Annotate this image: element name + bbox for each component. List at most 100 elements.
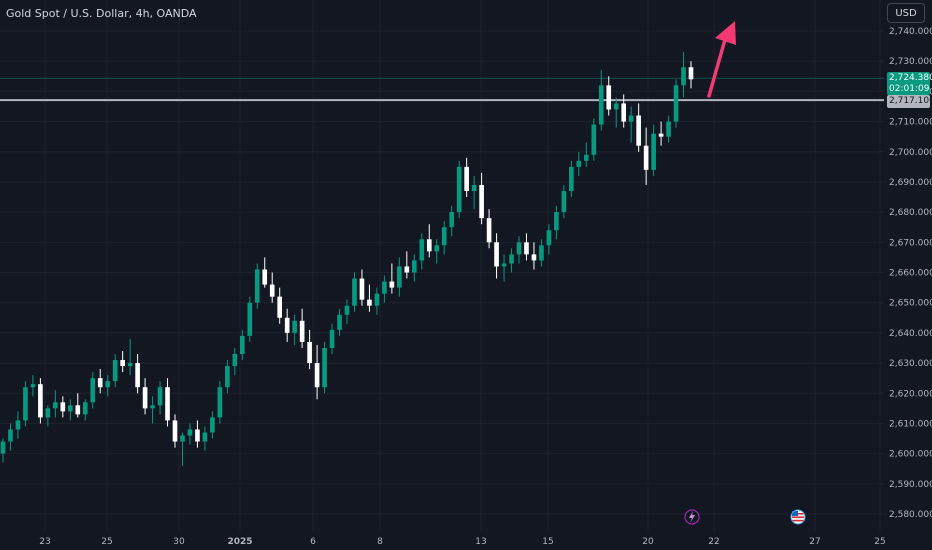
candle-body bbox=[382, 281, 387, 294]
current-price-tag: 2,724.380 02:01:09 bbox=[887, 72, 932, 95]
candle-body bbox=[97, 378, 103, 388]
candle-body bbox=[411, 260, 417, 273]
candle-body bbox=[217, 387, 223, 418]
x-tick-label: 15 bbox=[542, 537, 553, 547]
candle-body bbox=[142, 387, 148, 409]
y-tick-label: 2,590.000 bbox=[889, 480, 932, 490]
x-tick-label: 23 bbox=[39, 537, 50, 547]
candle-body bbox=[277, 296, 283, 318]
candle-body bbox=[426, 239, 432, 252]
chart-title: Gold Spot / U.S. Dollar, 4h, OANDA bbox=[6, 7, 197, 20]
x-axis[interactable]: 23 25 30 2025 6 8 13 15 20 22 27 25 bbox=[39, 537, 885, 547]
candle-body bbox=[0, 441, 6, 454]
y-tick-label: 2,680.000 bbox=[889, 208, 932, 218]
candle-body bbox=[165, 387, 170, 421]
candle-body bbox=[359, 278, 365, 300]
candle-body bbox=[239, 335, 245, 355]
x-tick-label: 25 bbox=[874, 537, 885, 547]
candle-body bbox=[509, 254, 514, 264]
y-tick-label: 2,700.000 bbox=[889, 148, 932, 158]
candle-body bbox=[501, 263, 507, 267]
candle-body bbox=[127, 363, 133, 367]
x-tick-label: 22 bbox=[708, 537, 719, 547]
candle-body bbox=[673, 85, 679, 122]
candle-body bbox=[613, 103, 619, 110]
candle-body bbox=[352, 278, 357, 306]
candle-body bbox=[232, 354, 238, 367]
candle-body bbox=[45, 408, 51, 418]
candle-body bbox=[8, 429, 13, 442]
candle-body bbox=[337, 314, 342, 330]
candle-body bbox=[195, 429, 200, 442]
candle-body bbox=[389, 281, 395, 288]
y-tick-label: 2,670.000 bbox=[889, 238, 932, 248]
candle-body bbox=[314, 363, 320, 388]
current-price-value: 2,724.380 bbox=[889, 73, 932, 83]
y-tick-label: 2,580.000 bbox=[889, 510, 932, 520]
candle-body bbox=[30, 384, 36, 388]
currency-button[interactable]: USD bbox=[887, 3, 925, 23]
candle-body bbox=[329, 329, 335, 348]
y-tick-label: 2,600.000 bbox=[889, 450, 932, 460]
candle-body bbox=[404, 266, 410, 273]
candle-body bbox=[254, 269, 260, 303]
x-tick-label: 8 bbox=[377, 537, 383, 547]
candle-body bbox=[569, 166, 574, 191]
candle-body bbox=[269, 284, 275, 297]
candles bbox=[0, 52, 694, 466]
candle-body bbox=[636, 115, 641, 146]
y-tick-label: 2,620.000 bbox=[889, 389, 932, 399]
candle-body bbox=[651, 133, 656, 170]
candle-body bbox=[539, 245, 544, 261]
lightning-icon[interactable] bbox=[684, 509, 700, 525]
candle-body bbox=[681, 67, 686, 86]
candle-body bbox=[292, 320, 297, 333]
candle-body bbox=[591, 124, 597, 155]
y-tick-label: 2,640.000 bbox=[889, 329, 932, 339]
candle-body bbox=[441, 227, 447, 246]
candle-body bbox=[524, 242, 529, 255]
candle-body bbox=[531, 254, 537, 261]
candle-body bbox=[471, 184, 477, 191]
line-price-tag: 2,717.100 bbox=[887, 95, 932, 108]
x-tick-label: 20 bbox=[642, 537, 654, 547]
candle-body bbox=[367, 299, 372, 306]
candle-body bbox=[322, 347, 327, 388]
y-tick-label: 2,650.000 bbox=[889, 299, 932, 309]
up-arrow-annotation[interactable] bbox=[707, 21, 736, 98]
candle-body bbox=[157, 387, 163, 406]
y-tick-label: 2,710.000 bbox=[889, 118, 932, 128]
candle-body bbox=[150, 405, 155, 409]
candle-body bbox=[247, 302, 253, 336]
candle-body bbox=[284, 317, 290, 333]
candle-body bbox=[516, 242, 522, 255]
candle-body bbox=[606, 85, 612, 110]
candle-body bbox=[120, 360, 125, 367]
y-tick-label: 2,690.000 bbox=[889, 178, 932, 188]
y-tick-label: 2,660.000 bbox=[889, 269, 932, 279]
candle-body bbox=[479, 184, 484, 219]
candle-body bbox=[225, 366, 230, 388]
candle-body bbox=[180, 435, 185, 442]
candle-body bbox=[299, 320, 305, 342]
candle-body bbox=[688, 67, 694, 80]
candle-body bbox=[449, 212, 455, 228]
candle-body bbox=[374, 293, 380, 306]
candle-body bbox=[210, 417, 215, 433]
candle-body bbox=[561, 190, 567, 213]
candle-body bbox=[494, 242, 499, 267]
y-tick-label: 2,610.000 bbox=[889, 419, 932, 429]
candle-body bbox=[554, 212, 559, 231]
y-tick-label: 2,730.000 bbox=[889, 57, 932, 67]
candle-body bbox=[464, 166, 469, 191]
grid-lines bbox=[0, 0, 884, 531]
x-tick-label: 27 bbox=[809, 537, 820, 547]
us-flag-icon[interactable] bbox=[790, 509, 806, 525]
candle-body bbox=[546, 230, 552, 246]
candle-body bbox=[67, 405, 73, 412]
candle-body bbox=[15, 420, 21, 430]
candle-countdown: 02:01:09 bbox=[889, 83, 930, 94]
candle-body bbox=[598, 85, 604, 125]
candle-body bbox=[658, 133, 664, 137]
